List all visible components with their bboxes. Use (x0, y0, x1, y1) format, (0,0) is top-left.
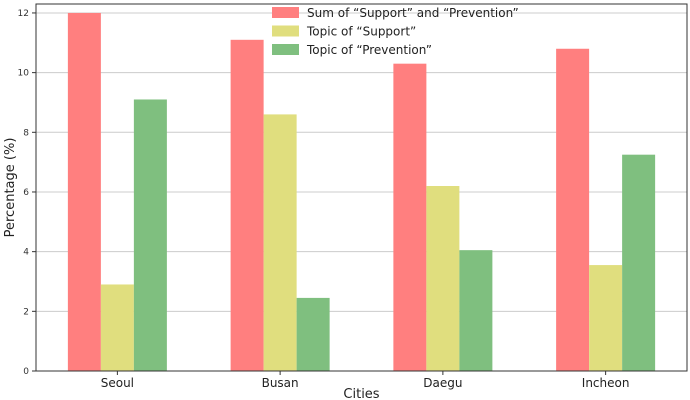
y-tick-label: 12 (18, 9, 29, 19)
x-tick-label-incheon: Incheon (582, 376, 630, 390)
legend-label-2: Topic of “Support” (306, 25, 416, 39)
bar-incheon-series-2 (589, 265, 623, 371)
y-tick-label: 2 (23, 307, 29, 317)
bars (67, 12, 656, 372)
x-tick-label-busan: Busan (262, 376, 299, 390)
legend-swatch-3 (272, 44, 299, 55)
bar-seoul-series-3 (133, 99, 167, 371)
x-tick-label-seoul: Seoul (101, 376, 134, 390)
x-axis-title: Cities (343, 387, 379, 400)
legend-label-1: Sum of “Support” and “Prevention” (307, 6, 519, 20)
bar-busan-series-3 (296, 297, 330, 371)
x-axis-ticks: Seoul Busan Daegu Incheon (101, 371, 630, 390)
y-axis-title: Percentage (%) (3, 138, 18, 238)
legend-label-3: Topic of “Prevention” (306, 43, 432, 57)
y-tick-label: 8 (23, 128, 29, 138)
bar-seoul-series-2 (100, 284, 134, 371)
plot-frame (35, 3, 688, 372)
legend-swatch-2 (272, 25, 299, 37)
bar-incheon-series-1 (556, 48, 590, 371)
bar-seoul-series-1 (67, 12, 101, 371)
y-tick-label: 4 (23, 248, 29, 258)
y-axis-ticks: 0 2 4 6 8 10 12 (18, 9, 36, 377)
bar-daegu-series-1 (393, 63, 427, 371)
y-tick-label: 10 (18, 69, 30, 79)
bar-busan-series-2 (263, 114, 297, 371)
y-tick-label: 6 (23, 188, 29, 198)
legend: Sum of “Support” and “Prevention” Topic o… (272, 6, 519, 57)
x-tick-label-daegu: Daegu (423, 376, 462, 390)
bar-daegu-series-3 (459, 250, 493, 371)
bar-daegu-series-2 (426, 186, 460, 371)
y-tick-label: 0 (23, 367, 29, 377)
legend-swatch-1 (272, 7, 299, 18)
bar-incheon-series-3 (622, 154, 656, 371)
bar-busan-series-1 (230, 39, 264, 372)
